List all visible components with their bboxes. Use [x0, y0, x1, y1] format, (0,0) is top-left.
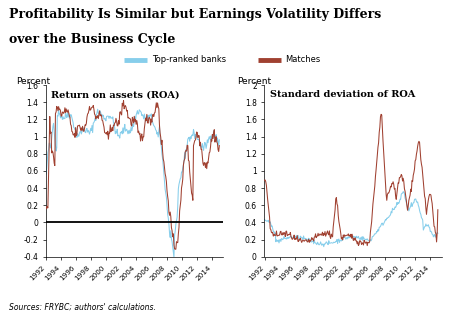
Text: Percent: Percent: [236, 77, 270, 86]
Text: Standard deviation of ROA: Standard deviation of ROA: [269, 90, 414, 99]
Text: Matches: Matches: [285, 55, 320, 64]
Text: Percent: Percent: [16, 77, 50, 86]
Text: over the Business Cycle: over the Business Cycle: [9, 33, 175, 46]
Text: Sources: FRYBC; authors' calculations.: Sources: FRYBC; authors' calculations.: [9, 303, 156, 312]
Text: Top-ranked banks: Top-ranked banks: [151, 55, 225, 64]
Text: Profitability Is Similar but Earnings Volatility Differs: Profitability Is Similar but Earnings Vo…: [9, 8, 381, 21]
Text: Return on assets (ROA): Return on assets (ROA): [51, 90, 179, 99]
